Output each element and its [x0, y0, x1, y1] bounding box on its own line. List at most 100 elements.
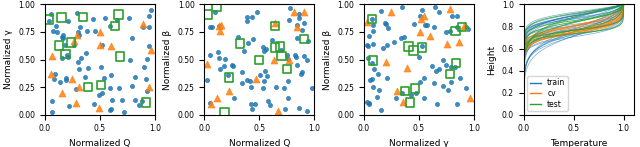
X-axis label: Normalized Q: Normalized Q: [228, 139, 290, 147]
Point: [374, 89, 384, 91]
Point: [57, 92, 67, 94]
Point: [242, 79, 252, 81]
Point: [133, 103, 143, 106]
Point: [292, 24, 302, 27]
Point: [202, 79, 212, 81]
Point: [99, 77, 109, 79]
Point: [406, 93, 417, 96]
Point: [299, 10, 309, 13]
Point: [398, 100, 408, 103]
Point: [215, 67, 225, 70]
Point: [255, 74, 265, 76]
Point: [265, 104, 275, 106]
Point: [302, 59, 312, 61]
Point: [96, 66, 106, 68]
Point: [243, 42, 253, 45]
Point: [283, 80, 293, 83]
Point: [78, 16, 88, 18]
Point: [142, 90, 152, 93]
Point: [289, 54, 300, 57]
Point: [63, 56, 73, 58]
Point: [260, 70, 270, 72]
Point: [237, 82, 247, 84]
Point: [454, 41, 464, 43]
Point: [252, 11, 262, 13]
Point: [49, 78, 59, 80]
Point: [242, 20, 252, 23]
Point: [90, 30, 100, 32]
Point: [206, 103, 216, 105]
Point: [60, 52, 70, 55]
Point: [237, 71, 247, 73]
Point: [73, 61, 83, 64]
Y-axis label: Height: Height: [487, 45, 496, 75]
Point: [303, 39, 313, 42]
Point: [75, 26, 85, 29]
Point: [72, 11, 82, 14]
Point: [301, 110, 312, 112]
Point: [446, 81, 456, 83]
Point: [61, 77, 72, 79]
Point: [270, 46, 280, 49]
Point: [284, 97, 294, 99]
Point: [441, 64, 451, 67]
Point: [44, 20, 54, 22]
X-axis label: Normalized Q: Normalized Q: [69, 139, 131, 147]
Point: [450, 66, 460, 68]
Point: [292, 37, 302, 39]
Point: [382, 44, 392, 46]
Point: [307, 87, 317, 89]
Legend: train, cv, test: train, cv, test: [527, 76, 568, 111]
Point: [130, 76, 140, 79]
Point: [246, 103, 257, 106]
Point: [112, 19, 122, 21]
Point: [392, 90, 403, 92]
Point: [106, 44, 116, 47]
Point: [127, 85, 138, 87]
Point: [79, 76, 90, 78]
Point: [415, 81, 425, 83]
Point: [140, 66, 150, 68]
Point: [378, 46, 388, 49]
Point: [422, 24, 433, 26]
Point: [389, 41, 399, 44]
Point: [417, 46, 427, 49]
Point: [434, 10, 444, 13]
Point: [127, 37, 137, 39]
Point: [228, 65, 238, 67]
Point: [381, 61, 391, 64]
Point: [74, 68, 84, 70]
Point: [73, 31, 83, 33]
Point: [269, 59, 279, 61]
Point: [71, 102, 81, 104]
Point: [452, 26, 462, 28]
Point: [141, 78, 152, 80]
Point: [142, 57, 152, 60]
Point: [413, 56, 424, 59]
Point: [410, 87, 420, 90]
Point: [405, 101, 415, 104]
Point: [88, 103, 99, 106]
Point: [403, 66, 413, 69]
Point: [60, 44, 70, 46]
Point: [461, 87, 471, 89]
Point: [52, 31, 63, 34]
Point: [280, 108, 291, 110]
Point: [203, 13, 213, 16]
Point: [106, 108, 116, 110]
Point: [234, 36, 244, 38]
Point: [443, 89, 453, 91]
Point: [114, 87, 124, 89]
Point: [391, 96, 401, 99]
Point: [44, 18, 54, 21]
Point: [93, 107, 104, 109]
Point: [47, 55, 58, 57]
Point: [364, 57, 374, 59]
Point: [251, 78, 261, 81]
Point: [368, 43, 378, 45]
Point: [143, 86, 154, 88]
Point: [259, 87, 269, 89]
Point: [146, 49, 156, 51]
Point: [433, 68, 444, 70]
Point: [105, 87, 115, 90]
